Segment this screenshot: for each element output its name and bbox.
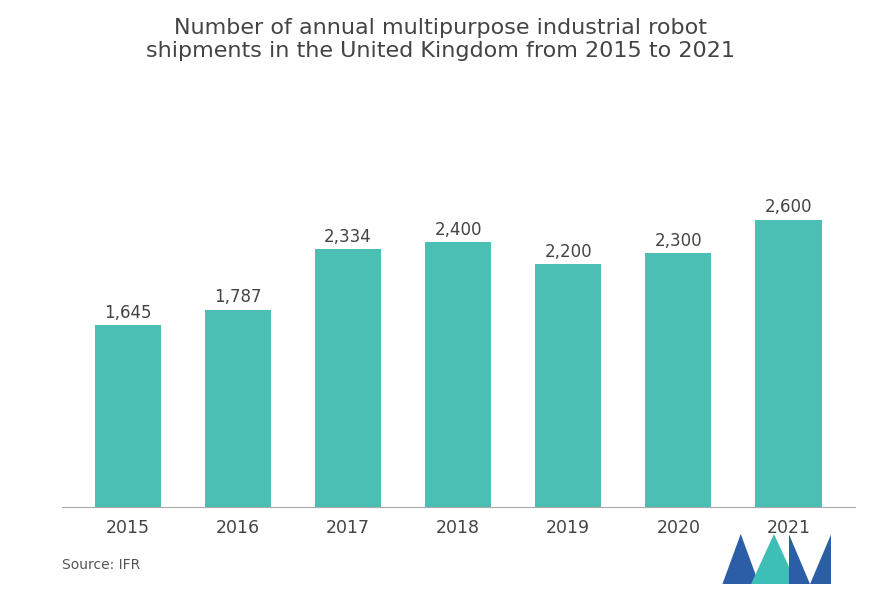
Polygon shape [788,534,831,584]
Polygon shape [751,534,796,584]
Text: 1,787: 1,787 [214,289,262,306]
Bar [315,249,381,507]
Bar [204,310,270,507]
Bar [535,264,601,507]
Text: Number of annual multipurpose industrial robot
shipments in the United Kingdom f: Number of annual multipurpose industrial… [146,18,735,61]
Text: 2,300: 2,300 [655,232,702,250]
Text: 2,600: 2,600 [765,198,812,217]
Bar [755,219,821,507]
Bar [426,242,492,507]
Polygon shape [722,534,759,584]
Text: 2,334: 2,334 [324,228,372,246]
Bar [645,253,711,507]
Text: 1,645: 1,645 [104,304,152,322]
Text: Source: IFR: Source: IFR [62,558,140,572]
Text: 2,200: 2,200 [544,242,592,261]
Bar [95,326,161,507]
Polygon shape [788,534,831,584]
Text: 2,400: 2,400 [434,221,482,238]
